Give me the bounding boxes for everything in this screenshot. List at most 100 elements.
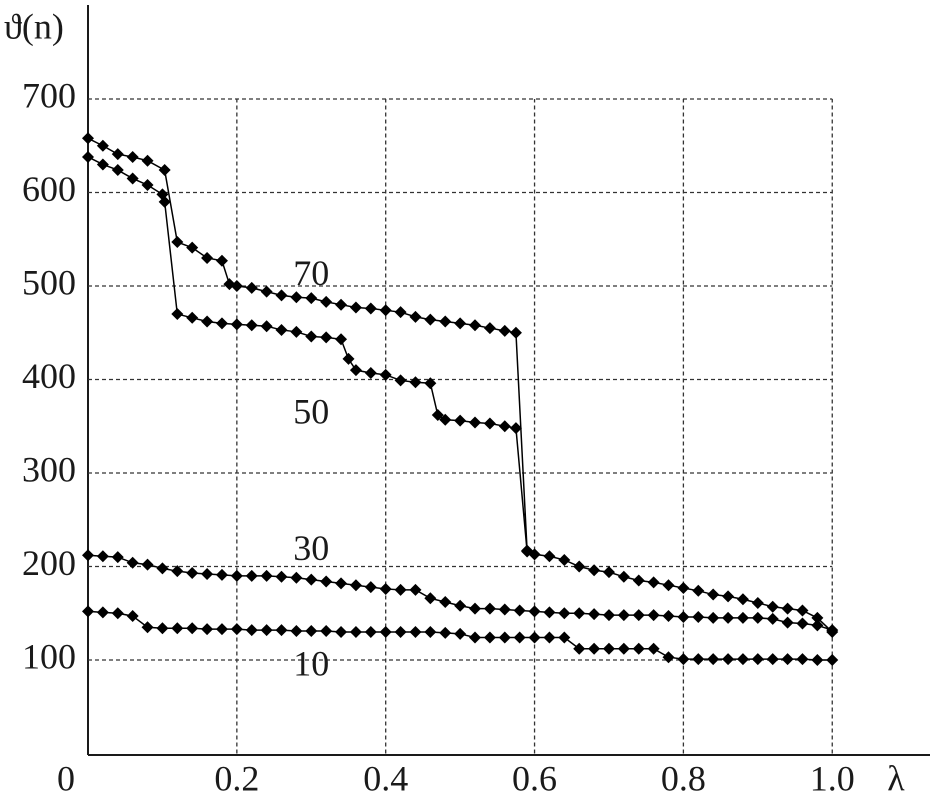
y-tick-label: 600: [22, 169, 76, 209]
data-point: [677, 582, 690, 595]
data-point: [573, 607, 586, 620]
data-point: [521, 545, 534, 558]
data-point: [245, 624, 258, 637]
data-point: [275, 289, 288, 302]
data-point: [230, 280, 243, 292]
data-point: [394, 306, 407, 319]
data-point: [349, 364, 362, 377]
data-point: [662, 610, 675, 623]
data-point: [483, 631, 496, 644]
data-point: [454, 317, 467, 330]
data-point: [736, 653, 749, 666]
data-point: [826, 654, 839, 666]
data-point: [662, 651, 675, 664]
y-tick-label: 300: [22, 449, 76, 489]
data-point: [647, 642, 660, 655]
data-point: [364, 302, 377, 315]
data-point: [528, 631, 541, 644]
data-point: [305, 330, 318, 343]
series-line: [87, 156, 528, 552]
data-point: [558, 607, 571, 620]
data-point: [469, 631, 482, 644]
x-tick-label: 0.2: [214, 758, 259, 798]
data-point: [126, 172, 139, 185]
data-point: [275, 323, 288, 336]
data-point: [96, 606, 109, 619]
data-point: [335, 333, 348, 346]
data-point: [454, 414, 467, 427]
data-point: [171, 236, 184, 249]
data-point: [379, 304, 392, 317]
data-point: [156, 622, 169, 635]
y-tick-label: 100: [22, 636, 76, 676]
data-point: [320, 575, 333, 588]
data-point: [126, 150, 139, 163]
data-point: [677, 653, 690, 666]
data-point: [498, 324, 511, 337]
data-point: [230, 318, 243, 331]
data-point: [751, 653, 764, 666]
data-point: [796, 617, 809, 630]
data-point: [364, 625, 377, 638]
data-point: [260, 569, 273, 582]
data-point: [215, 623, 228, 636]
data-point: [171, 622, 184, 635]
data-point: [498, 631, 511, 644]
data-point: [394, 374, 407, 387]
data-point: [290, 291, 303, 304]
data-point: [364, 581, 377, 594]
data-point: [509, 326, 522, 339]
data-point: [141, 179, 154, 192]
data-point: [483, 322, 496, 335]
data-point: [245, 319, 258, 332]
data-point: [617, 642, 630, 655]
data-point: [722, 611, 735, 624]
data-point: [439, 596, 452, 609]
data-point: [320, 331, 333, 344]
data-point: [498, 420, 511, 433]
data-point: [707, 611, 720, 624]
data-point: [602, 609, 615, 622]
data-point: [201, 251, 214, 264]
data-point: [290, 625, 303, 638]
data-point: [543, 606, 556, 619]
x-tick-label: 1.0: [810, 758, 855, 798]
data-point: [602, 642, 615, 655]
data-point: [647, 609, 660, 622]
data-point: [736, 611, 749, 624]
data-point: [186, 311, 199, 324]
data-point: [543, 550, 556, 563]
data-point: [186, 241, 199, 254]
data-point: [509, 422, 522, 435]
series-label: 30: [293, 528, 329, 568]
y-tick-label: 700: [22, 75, 76, 115]
data-point: [349, 625, 362, 638]
data-point: [811, 611, 824, 624]
data-point: [335, 577, 348, 590]
data-point: [320, 295, 333, 308]
data-point: [439, 413, 452, 426]
data-point: [588, 564, 601, 577]
data-point: [469, 416, 482, 429]
data-point: [186, 567, 199, 580]
x-tick-label: 0.6: [512, 758, 557, 798]
data-point: [215, 254, 228, 267]
data-point: [469, 602, 482, 615]
data-point: [513, 604, 526, 617]
y-tick-label: 200: [22, 543, 76, 583]
data-point: [158, 195, 171, 208]
data-point: [260, 285, 273, 298]
data-point: [588, 642, 601, 655]
data-point: [707, 588, 720, 601]
data-point: [483, 602, 496, 615]
data-point: [781, 616, 794, 629]
data-point: [141, 621, 154, 634]
data-point: [260, 320, 273, 333]
data-point: [186, 622, 199, 635]
data-point: [141, 154, 154, 167]
data-point: [424, 377, 437, 390]
data-point: [409, 310, 422, 323]
data-point: [483, 417, 496, 430]
